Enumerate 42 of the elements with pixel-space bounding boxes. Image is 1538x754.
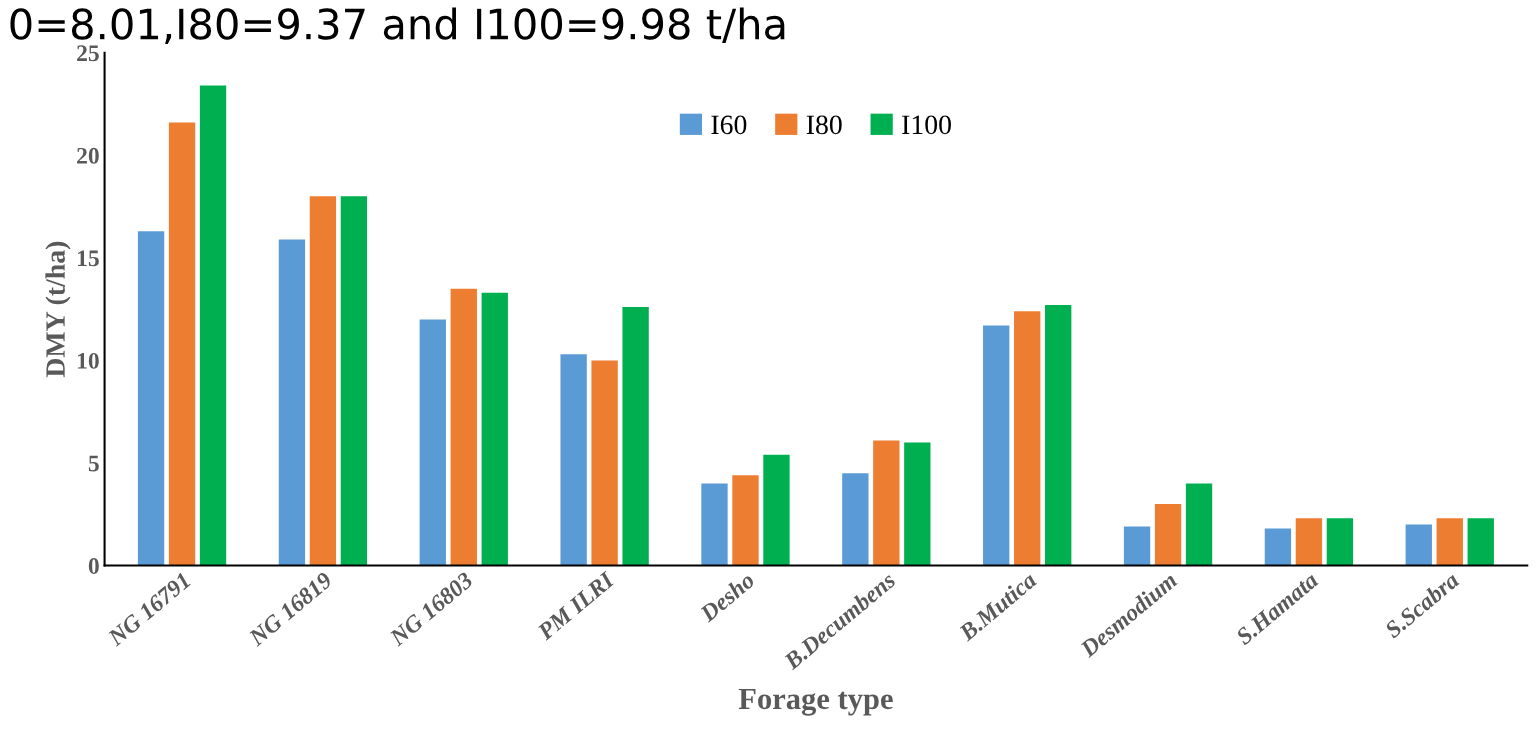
chart-title: 0=8.01,I80=9.37 and I100=9.98 t/ha: [10, 7, 785, 45]
bar: [278, 239, 306, 566]
bar: [1185, 483, 1213, 566]
bar: [904, 442, 931, 566]
bar: [732, 475, 759, 566]
bar: [622, 307, 649, 566]
y-tick-label: 15: [78, 250, 99, 267]
bar: [137, 231, 165, 566]
legend-label: I80: [806, 115, 842, 135]
y-tick-label: 5: [88, 455, 99, 472]
bar: [1014, 311, 1041, 566]
bar: [309, 196, 337, 566]
bar: [1436, 518, 1463, 566]
bar: [1295, 518, 1323, 566]
bar: [873, 440, 900, 566]
bar: [1326, 518, 1354, 566]
bar: [340, 196, 368, 566]
x-axis-title: Forage type: [738, 688, 893, 716]
bar: [701, 483, 728, 566]
bar: [199, 85, 227, 566]
legend-label: I60: [711, 115, 747, 135]
bar: [591, 360, 618, 566]
y-tick-label: 10: [78, 352, 99, 369]
bar: [1405, 524, 1432, 566]
bar: [763, 454, 790, 566]
bar: [1123, 526, 1151, 566]
y-axis-title: DMY (t/ha): [45, 241, 71, 378]
y-tick-label: 20: [77, 147, 99, 164]
bar: [842, 473, 869, 566]
bar: [1467, 518, 1494, 566]
y-tick-label: 25: [77, 45, 99, 62]
y-tick-label: 0: [88, 557, 99, 574]
bar: [168, 122, 196, 566]
bar: [1154, 503, 1182, 566]
bar: [983, 325, 1010, 566]
bar: [419, 319, 446, 566]
bar: [1264, 528, 1292, 566]
bar: [450, 288, 477, 566]
bar: [560, 354, 587, 566]
legend-label: I100: [902, 115, 951, 135]
bar: [481, 292, 508, 566]
bar: [1045, 305, 1072, 566]
